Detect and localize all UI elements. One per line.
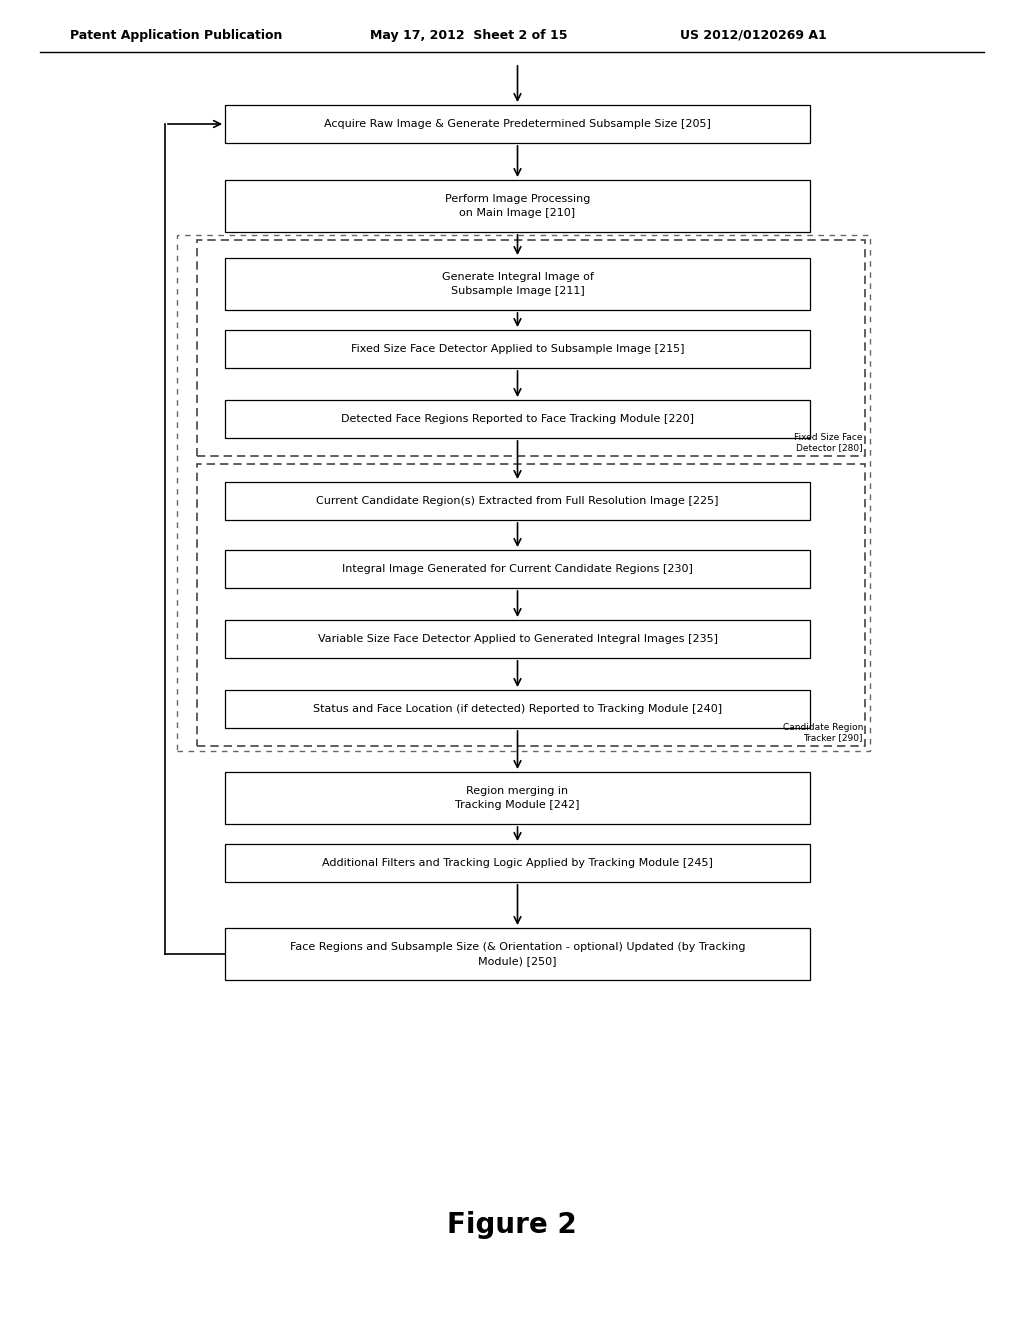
Text: Status and Face Location (if detected) Reported to Tracking Module [240]: Status and Face Location (if detected) R… (313, 704, 722, 714)
Text: US 2012/0120269 A1: US 2012/0120269 A1 (680, 29, 826, 41)
Bar (225, 928, 810, 979)
Text: Detected Face Regions Reported to Face Tracking Module [220]: Detected Face Regions Reported to Face T… (341, 414, 694, 424)
Bar (225, 106, 810, 143)
Bar (225, 180, 810, 232)
Text: Fixed Size Face Detector Applied to Subsample Image [215]: Fixed Size Face Detector Applied to Subs… (351, 345, 684, 354)
Text: Candidate Region
Tracker [290]: Candidate Region Tracker [290] (782, 722, 863, 742)
Text: Generate Integral Image of
Subsample Image [211]: Generate Integral Image of Subsample Ima… (441, 272, 594, 296)
Bar (225, 330, 810, 368)
Bar (177, 235, 870, 751)
Text: Face Regions and Subsample Size (& Orientation - optional) Updated (by Tracking
: Face Regions and Subsample Size (& Orien… (290, 942, 745, 966)
Text: Additional Filters and Tracking Logic Applied by Tracking Module [245]: Additional Filters and Tracking Logic Ap… (323, 858, 713, 869)
Bar (225, 482, 810, 520)
Text: Integral Image Generated for Current Candidate Regions [230]: Integral Image Generated for Current Can… (342, 564, 693, 574)
Bar (225, 550, 810, 587)
Text: Fixed Size Face
Detector [280]: Fixed Size Face Detector [280] (795, 433, 863, 451)
Text: May 17, 2012  Sheet 2 of 15: May 17, 2012 Sheet 2 of 15 (370, 29, 567, 41)
Bar (225, 843, 810, 882)
Bar (225, 620, 810, 657)
Bar (225, 772, 810, 824)
Text: Variable Size Face Detector Applied to Generated Integral Images [235]: Variable Size Face Detector Applied to G… (317, 634, 718, 644)
Bar (197, 465, 865, 746)
Text: Acquire Raw Image & Generate Predetermined Subsample Size [205]: Acquire Raw Image & Generate Predetermin… (324, 119, 711, 129)
Text: Current Candidate Region(s) Extracted from Full Resolution Image [225]: Current Candidate Region(s) Extracted fr… (316, 496, 719, 506)
Text: Patent Application Publication: Patent Application Publication (70, 29, 283, 41)
Text: Figure 2: Figure 2 (447, 1210, 577, 1239)
Text: Region merging in
Tracking Module [242]: Region merging in Tracking Module [242] (456, 787, 580, 809)
Bar (225, 690, 810, 729)
Bar (225, 257, 810, 310)
Bar (225, 400, 810, 438)
Text: Perform Image Processing
on Main Image [210]: Perform Image Processing on Main Image [… (444, 194, 590, 218)
Bar (197, 240, 865, 455)
